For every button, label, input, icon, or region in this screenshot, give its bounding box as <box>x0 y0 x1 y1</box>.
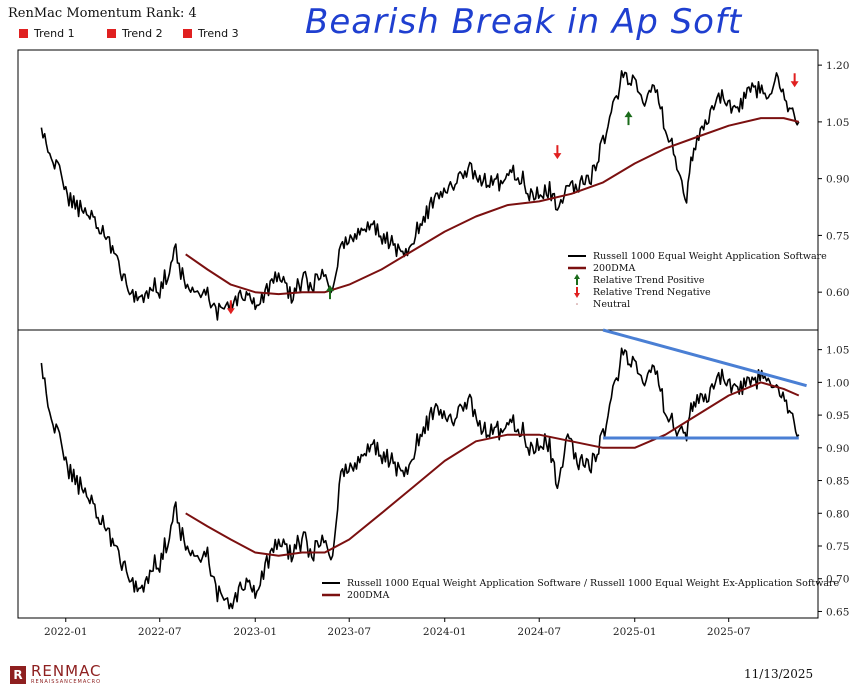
trend-2-legend: Trend 2 <box>106 27 163 40</box>
trend-2-marker-icon <box>106 28 117 39</box>
renmac-logo: R RENMAC RENAISSANCEMACRO <box>10 664 102 685</box>
y-tick-label: 0.65 <box>826 606 849 618</box>
y-tick-label: 0.75 <box>826 230 849 242</box>
price-series-line <box>40 347 800 610</box>
trend-2-label: Trend 2 <box>122 27 163 40</box>
x-tick-label: 2024-07 <box>517 626 561 638</box>
legend-entry-label: Relative Trend Positive <box>593 275 705 286</box>
trend-positive-arrow-icon <box>326 285 335 300</box>
x-tick-label: 2023-07 <box>327 626 371 638</box>
x-tick-label: 2024-01 <box>423 626 467 638</box>
legend-down-arrow-icon <box>574 287 580 298</box>
trend-negative-arrow-icon <box>553 145 562 160</box>
trend-1-legend: Trend 1 <box>18 27 75 40</box>
y-tick-label: 1.05 <box>826 117 849 129</box>
handwritten-annotation: Bearish Break in Ap Soft <box>305 2 743 42</box>
legend-entry-label: Relative Trend Negative <box>593 287 711 298</box>
x-tick-label: 2022-07 <box>138 626 182 638</box>
legend-entry-label: 200DMA <box>593 263 635 274</box>
resistance-trendline <box>602 328 807 388</box>
legend-entry-label: Russell 1000 Equal Weight Application So… <box>593 251 827 262</box>
logo-name: RENMAC <box>31 662 102 680</box>
trend-negative-arrow-icon <box>226 300 235 315</box>
x-tick-label: 2025-01 <box>613 626 657 638</box>
panel-1-legend: Russell 1000 Equal Weight Application So… <box>568 251 827 310</box>
y-tick-label: 0.90 <box>826 443 849 455</box>
y-tick-label: 0.70 <box>826 574 849 586</box>
legend-entry-label: 200DMA <box>347 590 389 601</box>
trend-positive-arrow-icon <box>624 111 633 126</box>
y-tick-label: 0.95 <box>826 410 849 422</box>
logo-subtitle: RENAISSANCEMACRO <box>31 679 102 685</box>
y-tick-label: 0.85 <box>826 476 849 488</box>
date-stamp: 11/13/2025 <box>744 667 814 681</box>
ma-series-line <box>185 381 800 557</box>
legend-entry-label: Neutral <box>593 299 630 310</box>
trend-negative-arrow-icon <box>790 73 799 88</box>
legend-up-arrow-icon <box>574 274 580 285</box>
chart-header-title: RenMac Momentum Rank: 4 <box>8 6 197 21</box>
panel-2-legend: Russell 1000 Equal Weight Application So… <box>322 578 840 601</box>
trend-1-label: Trend 1 <box>34 27 75 40</box>
y-tick-label: 0.75 <box>826 541 849 553</box>
y-tick-label: 0.90 <box>826 174 849 186</box>
trend-3-legend: Trend 3 <box>182 27 239 40</box>
trend-3-marker-icon <box>182 28 193 39</box>
y-tick-label: 0.80 <box>826 508 849 520</box>
logo-mark: R <box>10 665 26 684</box>
x-tick-label: 2022-01 <box>44 626 88 638</box>
legend-neutral-dot-icon <box>576 303 578 305</box>
panel-top: 0.60 0.75 0.90 1.05 1.20 Russell 1000 Equal W… <box>17 49 849 331</box>
logo-text: RENMAC RENAISSANCEMACRO <box>31 662 102 686</box>
y-tick-label: 1.00 <box>826 377 849 389</box>
legend-entry-label: Russell 1000 Equal Weight Application So… <box>347 578 840 589</box>
trend-3-label: Trend 3 <box>198 27 239 40</box>
panel-2-frame <box>17 329 819 619</box>
trend-1-marker-icon <box>18 28 29 39</box>
y-tick-label: 1.05 <box>826 345 849 357</box>
x-tick-label: 2023-01 <box>233 626 277 638</box>
ma-series-line <box>185 117 800 296</box>
x-tick-label: 2025-07 <box>707 626 751 638</box>
panel-bottom: 0.65 0.70 0.75 0.80 0.85 0.90 0.95 1.00 1.05 2022… <box>17 328 849 638</box>
y-tick-label: 1.20 <box>826 60 849 72</box>
y-tick-label: 0.60 <box>826 287 849 299</box>
